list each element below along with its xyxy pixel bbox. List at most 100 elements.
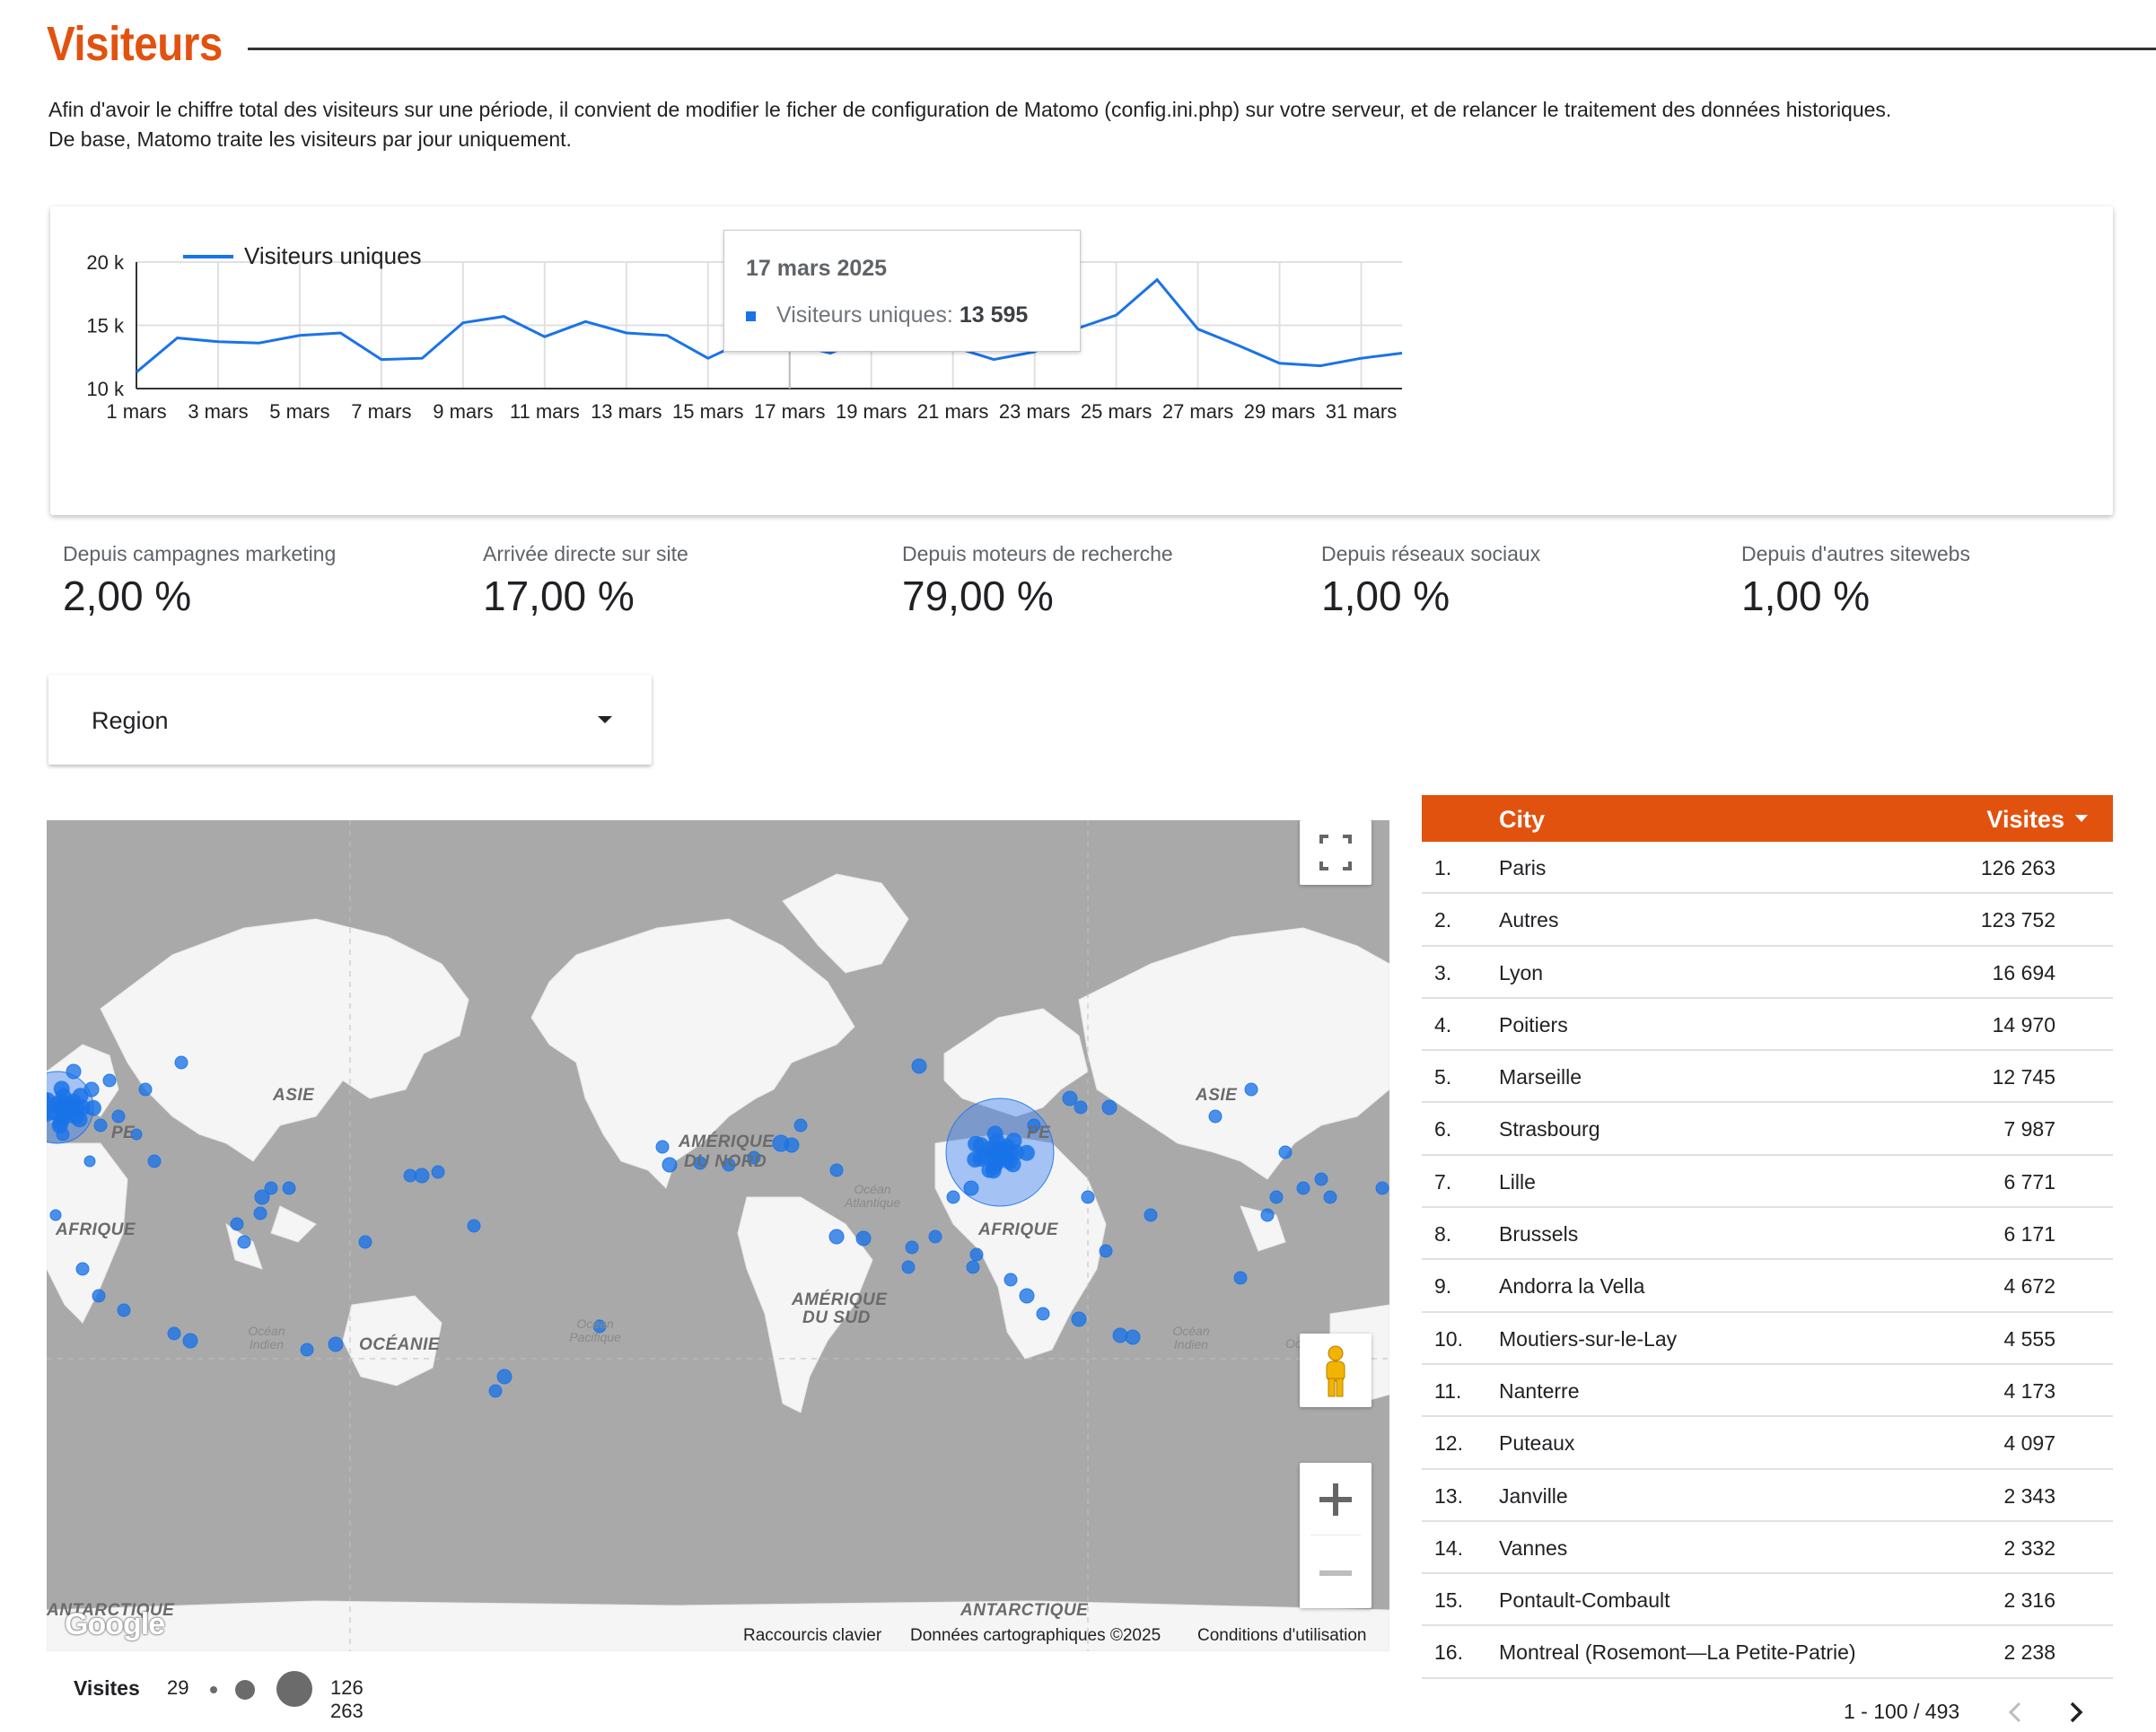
visit-marker[interactable] — [1018, 1144, 1035, 1161]
visit-marker[interactable] — [253, 1206, 267, 1220]
visit-marker[interactable] — [747, 1150, 761, 1165]
visit-marker[interactable] — [1375, 1181, 1389, 1195]
visit-marker[interactable] — [1027, 1118, 1041, 1133]
fullscreen-button[interactable] — [1300, 820, 1372, 885]
table-row[interactable]: 2. Autres 123 752 — [1422, 894, 2113, 947]
visit-marker[interactable] — [1019, 1288, 1035, 1304]
visit-marker[interactable] — [130, 1128, 143, 1141]
visit-marker[interactable] — [966, 1260, 980, 1274]
visitors-line-chart[interactable]: 10 k 15 k 20 k 1 mars 3 mars 5 mars 7 mars 9 ma… — [50, 206, 2113, 515]
table-row[interactable]: 8. Brussels 6 171 — [1422, 1208, 2113, 1261]
visit-marker[interactable] — [102, 1073, 117, 1088]
table-row[interactable]: 1. Paris 126 263 — [1422, 842, 2113, 895]
visit-marker[interactable] — [1269, 1190, 1284, 1204]
region-dropdown[interactable]: Region — [48, 675, 652, 765]
visit-marker[interactable] — [1004, 1273, 1018, 1287]
table-row[interactable]: 6. Strasbourg 7 987 — [1422, 1103, 2113, 1156]
visit-marker[interactable] — [901, 1260, 916, 1274]
visit-marker[interactable] — [693, 1156, 707, 1170]
visit-marker[interactable] — [793, 1118, 808, 1133]
visit-marker[interactable] — [92, 1289, 106, 1303]
visit-marker[interactable] — [969, 1247, 984, 1262]
visit-marker[interactable] — [167, 1326, 181, 1341]
table-row[interactable]: 14. Vannes 2 332 — [1422, 1522, 2113, 1575]
visit-marker[interactable] — [254, 1189, 270, 1205]
visit-marker[interactable] — [1244, 1082, 1258, 1097]
visit-marker[interactable] — [1208, 1109, 1223, 1124]
visit-marker[interactable] — [53, 1080, 70, 1098]
visit-marker[interactable] — [1036, 1307, 1050, 1321]
visit-marker[interactable] — [928, 1229, 942, 1244]
visit-marker[interactable] — [358, 1235, 372, 1249]
visit-marker[interactable] — [986, 1159, 1003, 1176]
visit-marker[interactable] — [1144, 1208, 1158, 1222]
table-row[interactable]: 3. Lyon 16 694 — [1422, 947, 2113, 999]
visit-marker[interactable] — [1099, 1244, 1113, 1258]
visit-marker[interactable] — [467, 1219, 481, 1233]
visit-marker[interactable] — [52, 1114, 69, 1131]
visit-marker[interactable] — [496, 1369, 513, 1385]
visit-marker[interactable] — [431, 1165, 445, 1179]
sort-descending-icon[interactable] — [2075, 815, 2088, 822]
visit-marker[interactable] — [986, 1142, 1004, 1159]
visit-marker[interactable] — [182, 1333, 198, 1349]
visit-marker[interactable] — [1001, 1153, 1018, 1170]
table-row[interactable]: 16. Montreal (Rosemont—La Petite-Patrie) 2… — [1422, 1626, 2113, 1679]
visit-marker[interactable] — [911, 1058, 927, 1074]
zoom-out-button[interactable] — [1300, 1536, 1372, 1608]
visit-marker[interactable] — [117, 1303, 131, 1317]
visit-marker[interactable] — [53, 1097, 70, 1114]
keyboard-shortcuts-link[interactable]: Raccourcis clavier — [743, 1626, 882, 1645]
visit-marker[interactable] — [488, 1384, 503, 1398]
visit-marker[interactable] — [67, 1108, 84, 1125]
table-row[interactable]: 4. Poitiers 14 970 — [1422, 999, 2113, 1052]
visit-marker[interactable] — [905, 1240, 919, 1255]
visit-marker[interactable] — [1125, 1329, 1141, 1345]
visit-marker[interactable] — [84, 1099, 101, 1116]
visit-marker[interactable] — [655, 1140, 670, 1154]
visit-marker[interactable] — [986, 1125, 1004, 1142]
visit-marker[interactable] — [1296, 1181, 1310, 1195]
visit-marker[interactable] — [1278, 1145, 1293, 1159]
table-row[interactable]: 12. Puteaux 4 097 — [1422, 1417, 2113, 1470]
visit-marker[interactable] — [138, 1082, 153, 1097]
table-row[interactable]: 10. Moutiers-sur-le-Lay 4 555 — [1422, 1313, 2113, 1365]
visit-marker[interactable] — [1081, 1190, 1095, 1204]
visit-marker[interactable] — [237, 1235, 251, 1249]
visit-marker[interactable] — [592, 1319, 607, 1334]
column-header-city[interactable]: City — [1499, 806, 1546, 833]
visit-marker[interactable] — [1260, 1208, 1275, 1222]
visit-marker[interactable] — [230, 1217, 244, 1231]
visit-marker[interactable] — [93, 1118, 108, 1133]
table-row[interactable]: 15. Pontault-Combault 2 316 — [1422, 1574, 2113, 1627]
visit-marker[interactable] — [264, 1181, 278, 1195]
visit-marker[interactable] — [328, 1336, 344, 1352]
column-header-visits[interactable]: Visites — [1986, 806, 2064, 833]
visit-marker[interactable] — [83, 1155, 96, 1168]
visit-marker[interactable] — [722, 1158, 736, 1172]
visit-marker[interactable] — [972, 1137, 989, 1154]
terms-of-use-link[interactable]: Conditions d'utilisation — [1197, 1626, 1367, 1645]
visit-marker[interactable] — [963, 1180, 979, 1196]
visit-marker[interactable] — [855, 1230, 872, 1247]
visit-marker[interactable] — [662, 1157, 678, 1173]
street-view-button[interactable] — [1300, 1334, 1372, 1407]
table-row[interactable]: 5. Marseille 12 745 — [1422, 1051, 2113, 1104]
table-row[interactable]: 9. Andorra la Vella 4 672 — [1422, 1260, 2113, 1313]
visit-marker[interactable] — [282, 1181, 296, 1195]
visit-marker[interactable] — [47, 1092, 56, 1109]
visit-marker[interactable] — [829, 1163, 844, 1177]
table-row[interactable]: 13. Janville 2 343 — [1422, 1470, 2113, 1522]
visit-marker[interactable] — [1101, 1099, 1117, 1115]
next-page-button[interactable] — [2063, 1698, 2090, 1727]
prev-page-button[interactable] — [2002, 1698, 2029, 1727]
visit-marker[interactable] — [1062, 1090, 1078, 1107]
visit-marker[interactable] — [1071, 1311, 1087, 1327]
geo-map[interactable]: ASIE AFRIQUE OCÉANIE AMÉRIQUE DU NORD AM… — [47, 820, 1389, 1651]
visit-marker[interactable] — [174, 1055, 188, 1070]
visit-marker[interactable] — [784, 1137, 800, 1153]
visit-marker[interactable] — [75, 1262, 90, 1276]
visit-marker[interactable] — [1314, 1172, 1328, 1186]
visit-marker[interactable] — [1112, 1327, 1128, 1343]
visit-marker[interactable] — [828, 1229, 845, 1245]
